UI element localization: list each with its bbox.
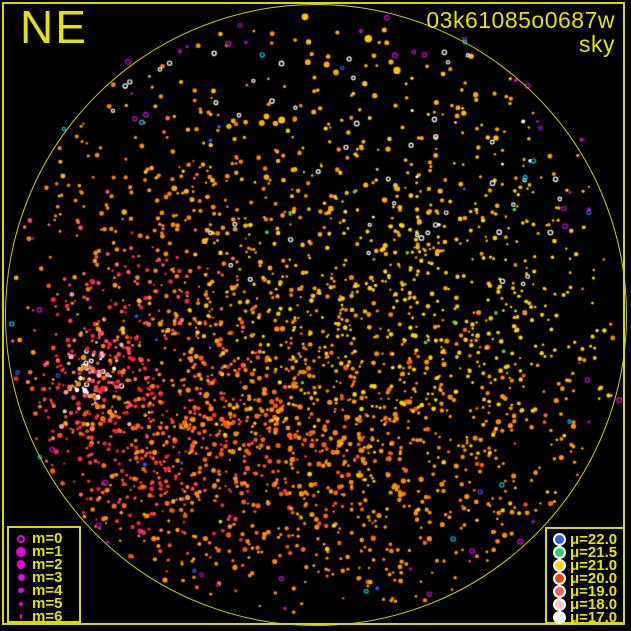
m-legend-label: m=4	[32, 582, 63, 599]
mu-legend-label: μ=18.0	[570, 596, 618, 613]
mu-symbol-icon	[552, 611, 566, 624]
mu-symbol-color-dot	[554, 561, 564, 570]
m-legend-label: m=5	[32, 595, 63, 612]
m-legend-label: m=3	[32, 569, 63, 586]
m-legend-symbol-col	[14, 587, 28, 594]
magnitude-symbol-icon	[16, 560, 26, 569]
title-block: 03k61085o0687w sky	[426, 8, 615, 56]
m-legend-label: m=2	[32, 556, 63, 573]
m-legend-row: m=3	[14, 569, 75, 586]
mu-symbol-color-dot	[554, 600, 564, 609]
magnitude-symbol-icon	[18, 587, 24, 594]
mu-symbol-icon	[552, 559, 566, 572]
mu-legend-symbol-col	[552, 559, 566, 572]
magnitude-symbol-icon	[17, 574, 25, 581]
chart-title: 03k61085o0687w	[426, 7, 615, 33]
surface-brightness-legend-rows: μ=22.0 μ=21.5 μ=21.0 μ=20.0 μ=19.0 μ=18.0 μ=17…	[552, 531, 619, 626]
mu-legend-row: μ=18.0	[552, 596, 619, 613]
m-legend-symbol-col	[14, 534, 28, 543]
m-legend-label: m=0	[32, 530, 63, 547]
m-legend-row: m=0	[14, 530, 75, 547]
mu-legend-label: μ=20.0	[570, 570, 618, 587]
mu-legend-symbol-col	[552, 585, 566, 598]
mu-legend-symbol-col	[552, 533, 566, 546]
mu-symbol-color-dot	[554, 587, 564, 596]
mu-legend-symbol-col	[552, 546, 566, 559]
chart-subtitle: sky	[579, 31, 615, 58]
mu-legend-label: μ=17.0	[570, 609, 618, 626]
mu-legend-symbol-col	[552, 611, 566, 624]
m-legend-row: m=5	[14, 595, 75, 612]
m-legend-row: m=4	[14, 582, 75, 599]
m-legend-symbol-col	[14, 546, 28, 557]
magnitude-legend-rows: m=0 m=1 m=2 m=3 m=4 m=5 m=6	[14, 530, 75, 625]
magnitude-legend: m=0 m=1 m=2 m=3 m=4 m=5 m=6	[7, 526, 81, 625]
mu-legend-row: μ=19.0	[552, 583, 619, 600]
m-legend-symbol-col	[14, 601, 28, 606]
magnitude-symbol-icon	[16, 546, 26, 557]
m-legend-label: m=1	[32, 543, 63, 560]
m-legend-row: m=6	[14, 608, 75, 625]
mu-symbol-icon	[552, 572, 566, 585]
magnitude-symbol-icon	[19, 601, 23, 606]
mu-legend-label: μ=19.0	[570, 583, 618, 600]
mu-symbol-color-dot	[554, 535, 564, 544]
mu-symbol-icon	[552, 533, 566, 546]
mu-symbol-color-dot	[554, 548, 564, 557]
mu-symbol-icon	[552, 546, 566, 559]
m-legend-symbol-col	[14, 614, 28, 619]
m-legend-row: m=2	[14, 556, 75, 573]
m-legend-symbol-col	[14, 560, 28, 569]
mu-symbol-icon	[552, 598, 566, 611]
surface-brightness-legend: μ=22.0 μ=21.5 μ=21.0 μ=20.0 μ=19.0 μ=18.0 μ=17…	[545, 527, 625, 626]
mu-legend-row: μ=21.5	[552, 544, 619, 561]
mu-symbol-icon	[552, 585, 566, 598]
orientation-label: NE	[20, 1, 88, 53]
mu-legend-label: μ=21.0	[570, 557, 618, 574]
mu-legend-label: μ=21.5	[570, 544, 618, 561]
mu-legend-row: μ=20.0	[552, 570, 619, 587]
mu-symbol-color-dot	[554, 613, 564, 622]
mu-legend-row: μ=22.0	[552, 531, 619, 548]
m-legend-symbol-col	[14, 574, 28, 581]
mu-legend-label: μ=22.0	[570, 531, 618, 548]
magnitude-symbol-icon	[19, 614, 23, 619]
m-legend-row: m=1	[14, 543, 75, 560]
mu-legend-symbol-col	[552, 572, 566, 585]
magnitude-symbol-icon	[17, 534, 25, 543]
mu-legend-row: μ=17.0	[552, 609, 619, 626]
m-legend-label: m=6	[32, 608, 63, 625]
mu-symbol-color-dot	[554, 574, 564, 583]
mu-legend-row: μ=21.0	[552, 557, 619, 574]
mu-legend-symbol-col	[552, 598, 566, 611]
